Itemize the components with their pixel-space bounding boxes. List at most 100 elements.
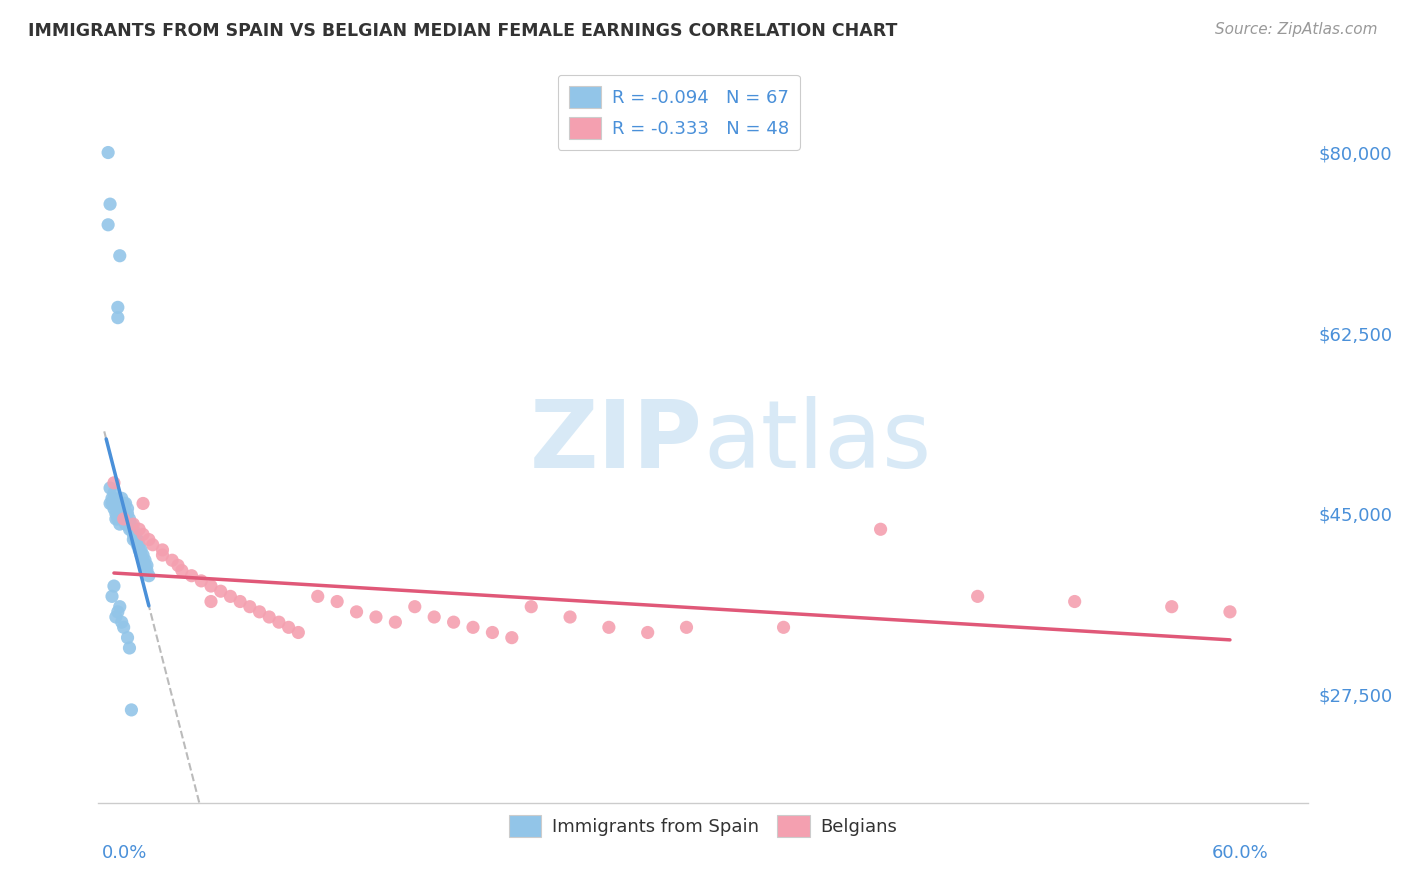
Point xyxy=(675,620,697,634)
Point xyxy=(200,594,222,608)
Point xyxy=(129,548,152,562)
Point xyxy=(136,558,159,573)
Point xyxy=(114,507,136,521)
Point xyxy=(103,579,125,593)
Point xyxy=(111,491,134,506)
Point xyxy=(120,517,142,532)
Point xyxy=(112,501,135,516)
Point xyxy=(520,599,543,614)
Point xyxy=(461,620,484,634)
Point xyxy=(966,590,988,604)
Legend: Immigrants from Spain, Belgians: Immigrants from Spain, Belgians xyxy=(502,808,904,845)
Point xyxy=(134,558,156,573)
Point xyxy=(112,496,135,510)
Point xyxy=(117,517,139,532)
Point xyxy=(118,512,141,526)
Point xyxy=(120,703,142,717)
Point xyxy=(103,475,125,490)
Point xyxy=(104,507,127,521)
Point xyxy=(108,599,131,614)
Point xyxy=(118,517,141,532)
Text: 60.0%: 60.0% xyxy=(1212,844,1268,862)
Point xyxy=(1219,605,1241,619)
Point xyxy=(404,599,426,614)
Point xyxy=(598,620,620,634)
Point xyxy=(287,625,309,640)
Point xyxy=(112,620,135,634)
Point xyxy=(111,512,134,526)
Point xyxy=(772,620,794,634)
Point xyxy=(107,512,129,526)
Point xyxy=(122,527,145,541)
Point xyxy=(108,496,131,510)
Point xyxy=(239,599,262,614)
Point xyxy=(180,568,202,582)
Point xyxy=(103,486,125,500)
Point xyxy=(114,517,136,532)
Point xyxy=(97,145,120,160)
Point xyxy=(136,564,159,578)
Point xyxy=(249,605,271,619)
Point xyxy=(122,522,145,536)
Point xyxy=(209,584,232,599)
Point xyxy=(122,533,145,547)
Point xyxy=(104,496,127,510)
Point xyxy=(558,610,581,624)
Point xyxy=(108,501,131,516)
Point xyxy=(122,517,145,532)
Point xyxy=(160,553,183,567)
Point xyxy=(132,553,155,567)
Point xyxy=(1063,594,1085,608)
Point xyxy=(152,548,174,562)
Point xyxy=(104,512,127,526)
Point xyxy=(127,538,149,552)
Point xyxy=(98,496,121,510)
Point xyxy=(142,538,165,552)
Point xyxy=(112,512,135,526)
Point xyxy=(118,522,141,536)
Point xyxy=(128,542,150,557)
Text: IMMIGRANTS FROM SPAIN VS BELGIAN MEDIAN FEMALE EARNINGS CORRELATION CHART: IMMIGRANTS FROM SPAIN VS BELGIAN MEDIAN … xyxy=(28,22,897,40)
Point xyxy=(869,522,891,536)
Point xyxy=(219,590,242,604)
Point xyxy=(307,590,329,604)
Point xyxy=(128,538,150,552)
Point xyxy=(138,568,160,582)
Point xyxy=(103,491,125,506)
Text: atlas: atlas xyxy=(703,395,931,488)
Point xyxy=(118,640,141,655)
Point xyxy=(257,610,280,624)
Point xyxy=(129,542,152,557)
Text: ZIP: ZIP xyxy=(530,395,703,488)
Point xyxy=(114,496,136,510)
Point xyxy=(124,527,146,541)
Point xyxy=(346,605,368,619)
Point xyxy=(152,542,174,557)
Point xyxy=(107,605,129,619)
Point xyxy=(200,579,222,593)
Point xyxy=(1160,599,1182,614)
Point xyxy=(326,594,349,608)
Point xyxy=(267,615,290,630)
Point xyxy=(104,610,127,624)
Point xyxy=(103,501,125,516)
Point xyxy=(124,533,146,547)
Point xyxy=(364,610,387,624)
Point xyxy=(277,620,299,634)
Point xyxy=(111,507,134,521)
Point xyxy=(637,625,659,640)
Point xyxy=(167,558,190,573)
Point xyxy=(101,496,124,510)
Point xyxy=(108,249,131,263)
Point xyxy=(117,507,139,521)
Point xyxy=(97,218,120,232)
Point xyxy=(423,610,446,624)
Point xyxy=(134,553,156,567)
Point xyxy=(120,522,142,536)
Point xyxy=(132,496,155,510)
Point xyxy=(112,512,135,526)
Point xyxy=(481,625,503,640)
Point xyxy=(101,590,124,604)
Point xyxy=(108,517,131,532)
Point xyxy=(132,548,155,562)
